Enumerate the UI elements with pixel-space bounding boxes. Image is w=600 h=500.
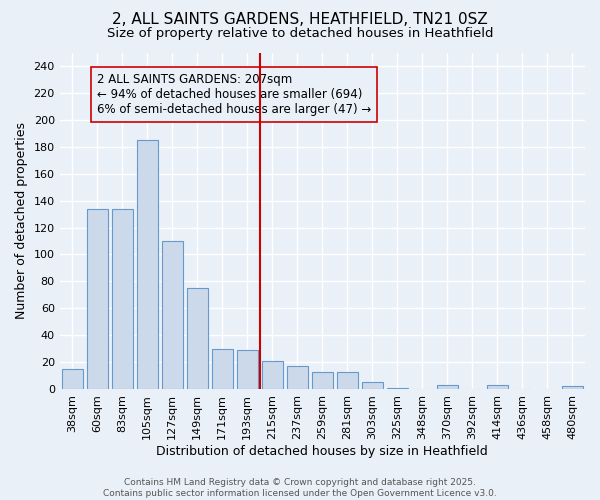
Bar (312, 372, 333, 389)
Bar (212, 348, 233, 389)
Bar (236, 350, 258, 389)
Text: Size of property relative to detached houses in Heathfield: Size of property relative to detached ho… (107, 28, 493, 40)
Bar (262, 361, 283, 389)
Bar (137, 140, 158, 389)
X-axis label: Distribution of detached houses by size in Heathfield: Distribution of detached houses by size … (157, 444, 488, 458)
Bar (86, 208, 108, 389)
Bar (487, 385, 508, 389)
Y-axis label: Number of detached properties: Number of detached properties (15, 122, 28, 320)
Bar (562, 386, 583, 389)
Bar (287, 366, 308, 389)
Bar (62, 369, 83, 389)
Text: 2 ALL SAINTS GARDENS: 207sqm
← 94% of detached houses are smaller (694)
6% of se: 2 ALL SAINTS GARDENS: 207sqm ← 94% of de… (97, 72, 371, 116)
Bar (387, 388, 408, 389)
Bar (187, 288, 208, 389)
Bar (437, 385, 458, 389)
Text: Contains HM Land Registry data © Crown copyright and database right 2025.
Contai: Contains HM Land Registry data © Crown c… (103, 478, 497, 498)
Bar (337, 372, 358, 389)
Bar (161, 241, 183, 389)
Text: 2, ALL SAINTS GARDENS, HEATHFIELD, TN21 0SZ: 2, ALL SAINTS GARDENS, HEATHFIELD, TN21 … (112, 12, 488, 28)
Bar (362, 382, 383, 389)
Bar (112, 208, 133, 389)
